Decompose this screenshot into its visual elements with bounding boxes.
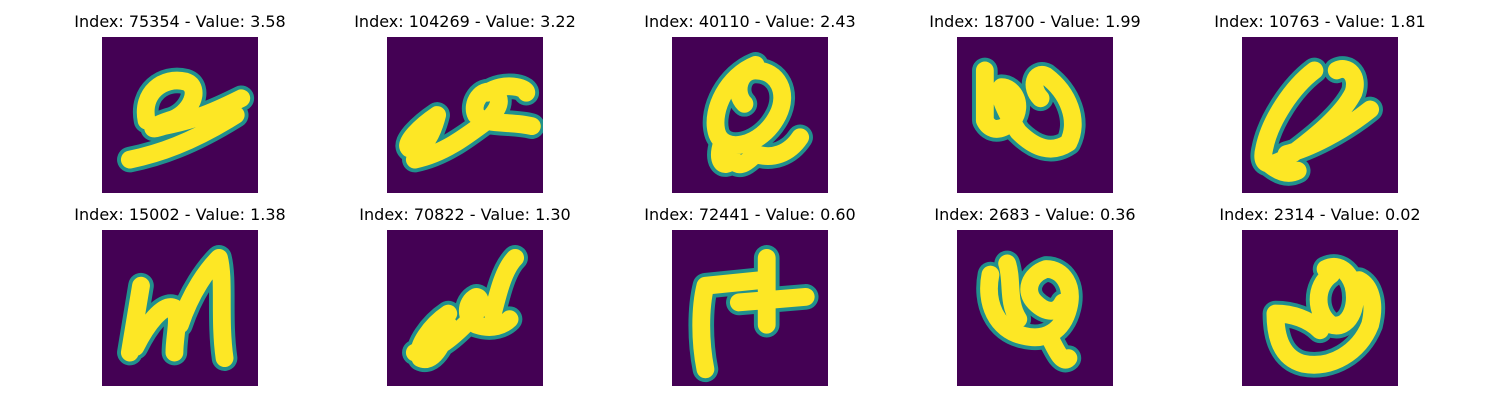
panel-title: Index: 40110 - Value: 2.43	[644, 12, 856, 31]
panel-title: Index: 104269 - Value: 3.22	[354, 12, 576, 31]
sample-panel: Index: 40110 - Value: 2.43	[630, 11, 870, 201]
panel-title: Index: 18700 - Value: 1.99	[929, 12, 1141, 31]
sample-panel: Index: 70822 - Value: 1.30	[345, 204, 585, 394]
sample-panel: Index: 104269 - Value: 3.22	[345, 11, 585, 201]
sample-panel: Index: 75354 - Value: 3.58	[60, 11, 300, 201]
panel-title: Index: 75354 - Value: 3.58	[74, 12, 286, 31]
sample-panel: Index: 18700 - Value: 1.99	[915, 11, 1155, 201]
handwritten-glyph-image	[102, 230, 258, 386]
panel-title: Index: 2314 - Value: 0.02	[1219, 205, 1421, 224]
sample-panel: Index: 72441 - Value: 0.60	[630, 204, 870, 394]
handwritten-glyph-image	[672, 230, 828, 386]
sample-panel: Index: 2314 - Value: 0.02	[1200, 204, 1440, 394]
sample-panel: Index: 10763 - Value: 1.81	[1200, 11, 1440, 201]
handwritten-glyph-image	[957, 230, 1113, 386]
sample-panel: Index: 2683 - Value: 0.36	[915, 204, 1155, 394]
handwritten-glyph-image	[672, 37, 828, 193]
handwritten-glyph-image	[1242, 37, 1398, 193]
panel-title: Index: 15002 - Value: 1.38	[74, 205, 286, 224]
handwritten-glyph-image	[1242, 230, 1398, 386]
panel-title: Index: 70822 - Value: 1.30	[359, 205, 571, 224]
panel-title: Index: 10763 - Value: 1.81	[1214, 12, 1426, 31]
sample-panel: Index: 15002 - Value: 1.38	[60, 204, 300, 394]
handwritten-glyph-image	[957, 37, 1113, 193]
handwritten-glyph-image	[102, 37, 258, 193]
panel-title: Index: 2683 - Value: 0.36	[934, 205, 1136, 224]
handwritten-glyph-image	[387, 37, 543, 193]
handwritten-glyph-image	[387, 230, 543, 386]
panel-title: Index: 72441 - Value: 0.60	[644, 205, 856, 224]
